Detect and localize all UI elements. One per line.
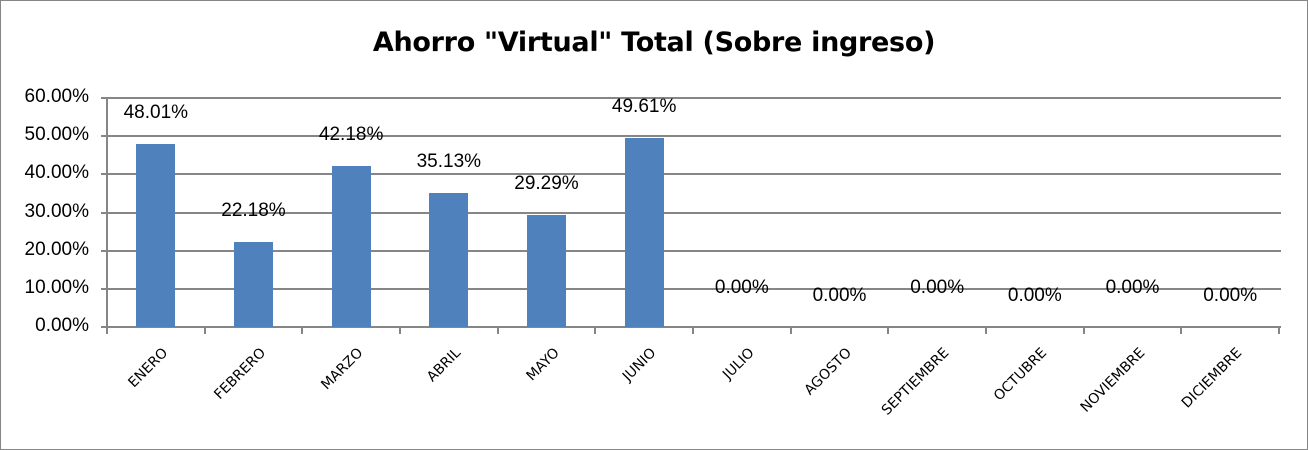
- y-axis-tick-label: 30.00%: [24, 200, 89, 222]
- gridline: [101, 326, 1281, 328]
- x-axis-label-abril: ABRIL: [423, 345, 464, 386]
- x-axis-tick: [399, 327, 401, 334]
- bar-mayo: [527, 215, 566, 327]
- x-axis-label-octubre: OCTUBRE: [990, 345, 1050, 405]
- x-axis-tick: [1278, 327, 1280, 334]
- x-axis-label-julio: JULIO: [719, 345, 758, 383]
- data-label: 42.18%: [318, 124, 384, 145]
- x-axis-tick: [1082, 327, 1085, 334]
- data-label: 0.00%: [1007, 285, 1062, 306]
- data-label: 0.00%: [1203, 285, 1258, 306]
- x-axis-label-enero: ENERO: [125, 345, 172, 391]
- y-axis-tick-label: 20.00%: [24, 238, 89, 260]
- gridline: [101, 287, 1281, 290]
- x-axis-tick: [985, 327, 987, 334]
- x-axis-tick: [1180, 327, 1183, 334]
- data-label: 0.00%: [714, 277, 769, 298]
- x-axis-label-febrero: FEBRERO: [210, 345, 269, 403]
- bar-marzo: [331, 166, 371, 327]
- data-label: 0.00%: [1105, 277, 1160, 298]
- x-axis-label-mayo: MAYO: [523, 345, 563, 385]
- gridline: [101, 211, 1281, 214]
- y-axis-tick-label: 50.00%: [24, 124, 89, 146]
- gridline: [101, 249, 1281, 252]
- bar-abril: [429, 192, 469, 327]
- data-label: 35.13%: [416, 150, 482, 172]
- x-axis-tick: [496, 327, 499, 334]
- data-label: 0.00%: [812, 285, 867, 306]
- y-axis-tick-label: 10.00%: [24, 276, 89, 298]
- x-axis-tick: [887, 327, 890, 334]
- x-axis-label-agosto: AGOSTO: [800, 345, 855, 399]
- x-axis-label-septiembre: SEPTIEMBRE: [878, 345, 953, 419]
- data-label: 29.29%: [514, 173, 579, 195]
- x-axis-tick: [106, 327, 108, 334]
- bar-febrero: [234, 242, 273, 327]
- gridline: [101, 97, 1281, 99]
- x-axis-label-junio: JUNIO: [619, 345, 660, 385]
- gridline: [101, 135, 1281, 138]
- bar-junio: [624, 137, 664, 327]
- x-axis-tick: [789, 327, 792, 334]
- data-label: 22.18%: [221, 200, 286, 222]
- y-axis-tick-label: 60.00%: [24, 86, 89, 107]
- y-axis-tick-label: 0.00%: [35, 315, 89, 336]
- data-label: 48.01%: [123, 101, 189, 123]
- y-axis-tick-label: 40.00%: [24, 162, 89, 184]
- x-axis-label-noviembre: NOVIEMBRE: [1077, 345, 1148, 416]
- data-label: 0.00%: [910, 277, 965, 298]
- bar-enero: [136, 143, 176, 327]
- data-label: 49.61%: [611, 95, 677, 117]
- x-axis-tick: [301, 327, 304, 334]
- x-axis-label-diciembre: DICIEMBRE: [1178, 345, 1246, 412]
- x-axis-tick: [692, 327, 694, 334]
- x-axis-label-marzo: MARZO: [318, 345, 367, 394]
- chart-title: Ahorro "Virtual" Total (Sobre ingreso): [372, 27, 936, 58]
- gridline: [101, 173, 1281, 176]
- y-axis-line: [106, 98, 108, 327]
- x-axis-tick: [203, 327, 206, 334]
- x-axis-tick: [594, 327, 597, 334]
